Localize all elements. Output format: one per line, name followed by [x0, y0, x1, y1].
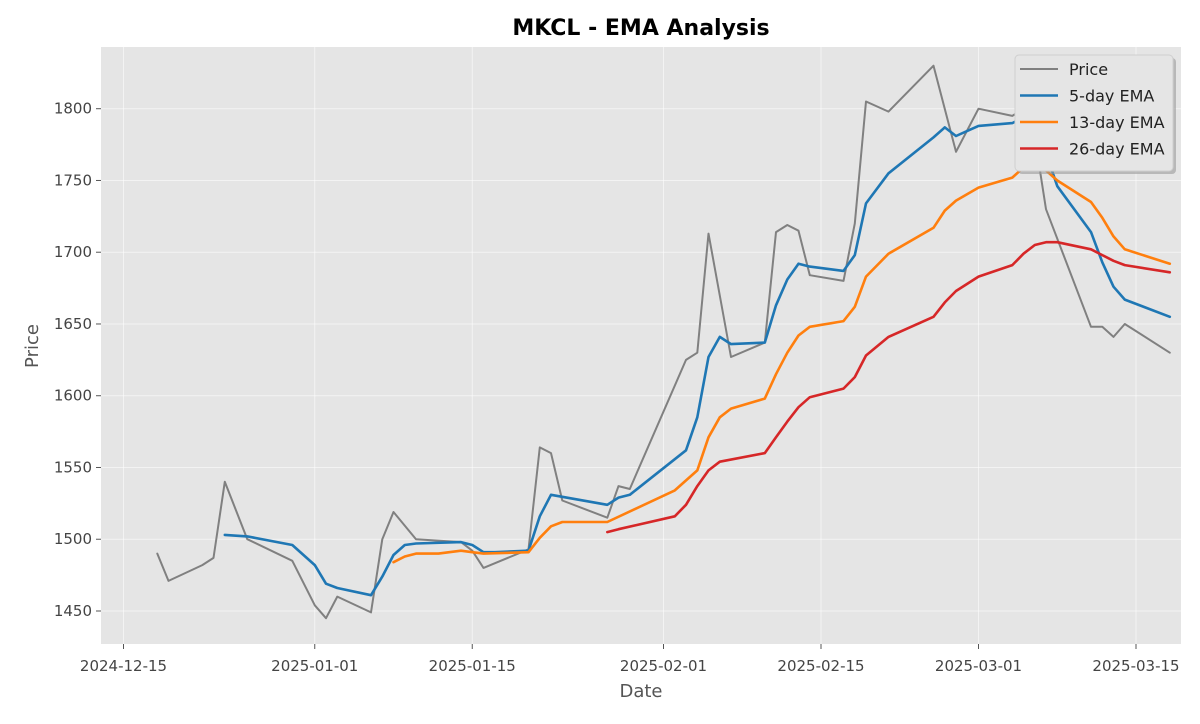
series-line-26-day-ema [605, 240, 1172, 534]
legend: Price 5-day EMA 13-day EMA 26-day EMA [1014, 54, 1176, 174]
x-axis-ticks: 2024-12-15 2025-01-01 2025-01-15 2025-02-01… [80, 644, 1180, 675]
y-tick-label: 1450 [54, 602, 92, 620]
series-line-price [156, 64, 1171, 620]
y-tick-label: 1500 [54, 530, 92, 548]
y-tick-label: 1700 [54, 243, 92, 261]
y-tick-label: 1550 [54, 458, 92, 476]
y-axis-label: Price [22, 324, 43, 368]
plot-area [101, 47, 1181, 644]
y-tick-label: 1800 [54, 100, 92, 118]
y-tick-label: 1750 [54, 171, 92, 189]
y-axis-ticks: 1450 1500 1550 1600 1650 1700 1750 1800 [54, 100, 101, 620]
legend-label: Price [1069, 60, 1108, 79]
x-tick-label: 2025-01-01 [271, 657, 358, 675]
x-axis-label: Date [619, 681, 662, 702]
legend-label: 26-day EMA [1069, 140, 1165, 159]
grid-layer [101, 47, 1181, 644]
legend-label: 13-day EMA [1069, 113, 1165, 132]
y-tick-label: 1600 [54, 387, 92, 405]
x-tick-label: 2024-12-15 [80, 657, 167, 675]
x-tick-label: 2025-02-15 [777, 657, 864, 675]
chart-title: MKCL - EMA Analysis [512, 16, 769, 41]
y-tick-label: 1650 [54, 315, 92, 333]
x-tick-label: 2025-01-15 [429, 657, 516, 675]
legend-box [1014, 54, 1174, 172]
x-tick-label: 2025-02-01 [620, 657, 707, 675]
legend-label: 5-day EMA [1069, 87, 1154, 106]
x-tick-label: 2025-03-01 [935, 657, 1022, 675]
x-tick-label: 2025-03-15 [1092, 657, 1179, 675]
